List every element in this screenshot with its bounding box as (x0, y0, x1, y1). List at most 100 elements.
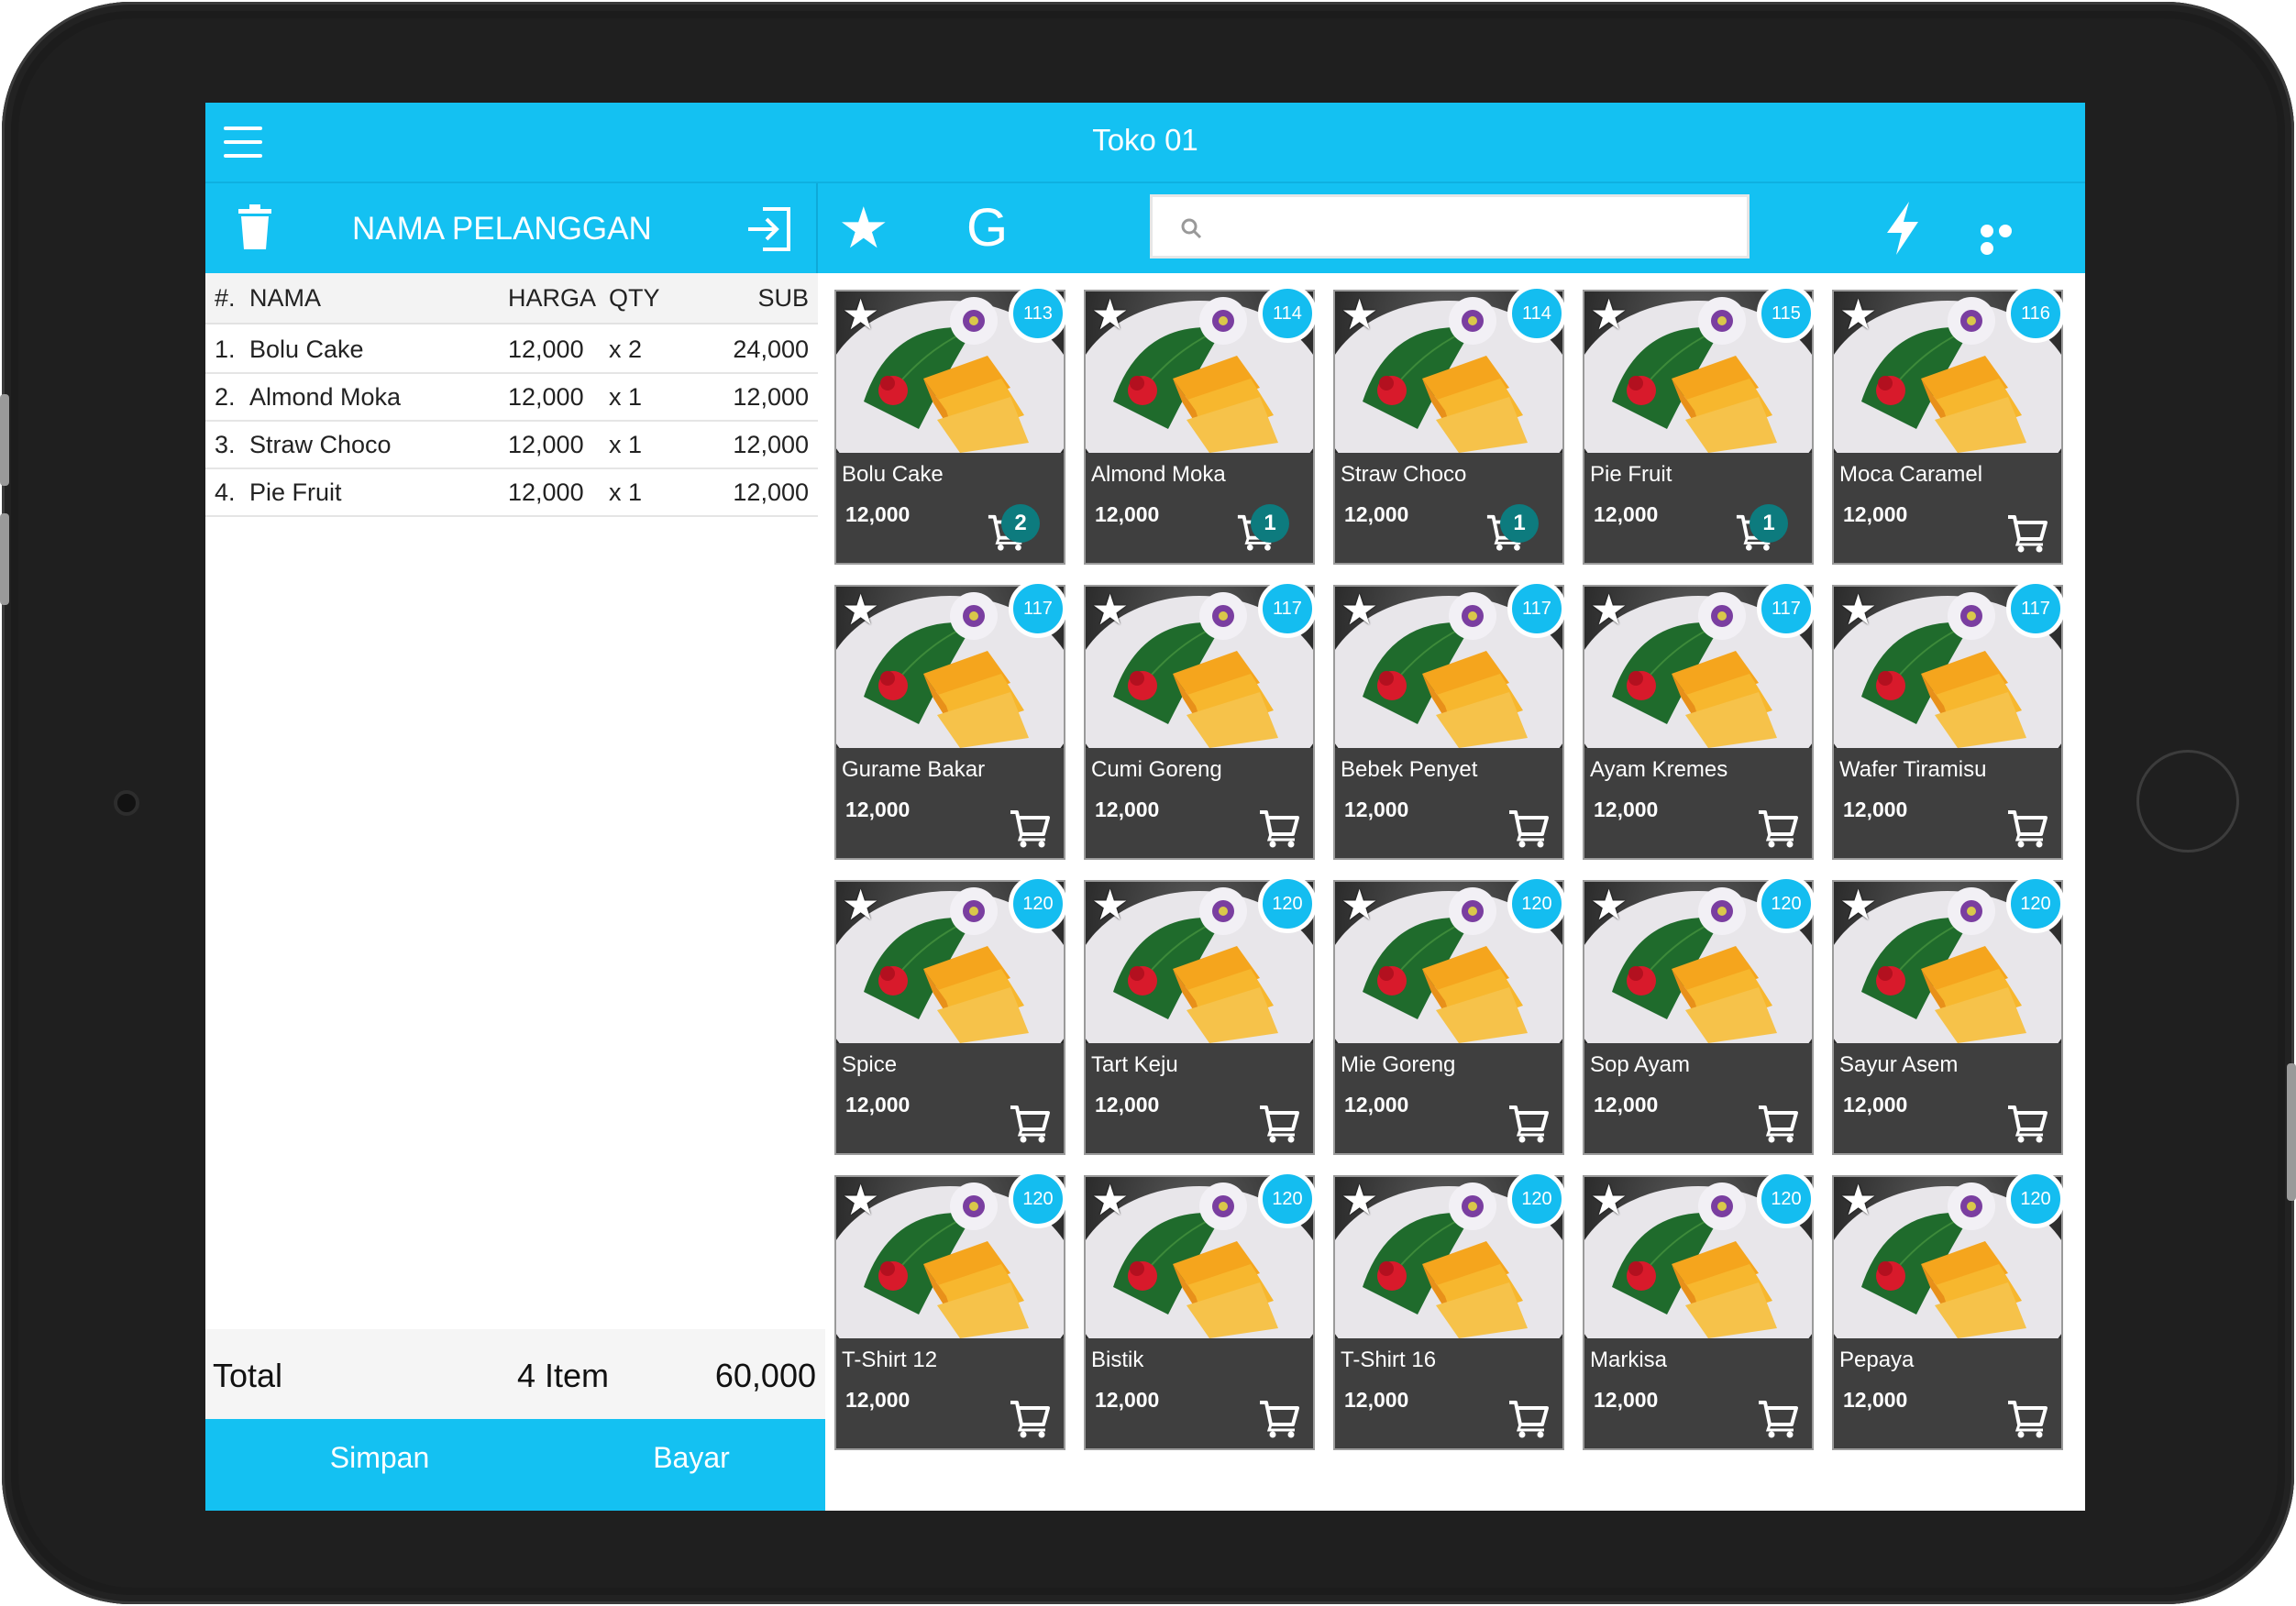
favorite-star-icon[interactable]: ★ (842, 1175, 880, 1225)
favorite-star-icon[interactable]: ★ (1341, 585, 1379, 634)
favorite-star-icon[interactable]: ★ (1590, 585, 1628, 634)
favorite-star-icon[interactable]: ★ (1341, 880, 1379, 930)
product-card[interactable]: ★ 117 Cumi Goreng 12,000 (1084, 579, 1317, 860)
cart-count-wrap[interactable]: 1 (1735, 504, 1799, 554)
order-row-num: 4. (215, 478, 236, 506)
product-card[interactable]: ★ 120 Spice 12,000 (834, 874, 1067, 1155)
product-price: 12,000 (1344, 798, 1409, 821)
product-card[interactable]: ★ 120 Tart Keju 12,000 (1084, 874, 1317, 1155)
product-name: Pepaya (1839, 1348, 1915, 1372)
product-price: 12,000 (1344, 502, 1409, 526)
favorite-star-icon[interactable]: ★ (1839, 880, 1878, 930)
favorite-star-icon[interactable]: ★ (1839, 1175, 1878, 1225)
stock-badge: 120 (1507, 1170, 1566, 1228)
product-name: Spice (842, 1052, 898, 1077)
product-card[interactable]: ★ 120 Sayur Asem 12,000 (1832, 874, 2065, 1155)
cart-icon (1759, 1106, 1798, 1143)
search-box[interactable] (1150, 194, 1750, 258)
group-g-button[interactable]: G (966, 198, 1009, 258)
home-button[interactable] (2136, 750, 2239, 852)
order-row[interactable]: 4. Pie Fruit 12,000 x 1 12,000 (205, 469, 818, 517)
favorite-star-icon[interactable]: ★ (1091, 290, 1130, 339)
product-card[interactable]: ★ 120 T-Shirt 16 12,000 (1333, 1170, 1566, 1450)
favorite-star-icon[interactable]: ★ (1091, 585, 1130, 634)
favorite-star-icon[interactable]: ★ (1839, 585, 1878, 634)
order-row-subtotal: 24,000 (733, 336, 809, 363)
product-card[interactable]: ★ 114 Almond Moka 12,000 1 (1084, 284, 1317, 565)
order-row-price: 12,000 (508, 383, 584, 411)
order-row-num: 2. (215, 383, 236, 411)
product-image (1834, 1177, 2061, 1338)
product-card[interactable]: ★ 120 Mie Goreng 12,000 (1333, 874, 1566, 1155)
favorite-star-icon[interactable]: ★ (1839, 290, 1878, 339)
favorites-star-icon[interactable]: ★ (838, 194, 889, 261)
order-row-price: 12,000 (508, 478, 584, 506)
more-icon[interactable] (1981, 224, 2032, 255)
favorite-star-icon[interactable]: ★ (842, 290, 880, 339)
product-card[interactable]: ★ 117 Wafer Tiramisu 12,000 (1832, 579, 2065, 860)
stock-badge: 120 (1757, 1170, 1816, 1228)
lightning-icon[interactable] (1882, 200, 1924, 257)
order-row-name: Bolu Cake (249, 336, 364, 363)
cart-icon (1509, 810, 1549, 848)
order-row-name: Almond Moka (249, 383, 402, 411)
product-card[interactable]: ★ 120 Bistik 12,000 (1084, 1170, 1317, 1450)
product-card[interactable]: ★ 113 Bolu Cake 12,000 2 (834, 284, 1067, 565)
save-button[interactable]: Simpan (329, 1441, 430, 1474)
favorite-star-icon[interactable]: ★ (1590, 290, 1628, 339)
app-title: Toko 01 (1092, 123, 1198, 157)
trash-icon[interactable] (237, 204, 273, 251)
product-card[interactable]: ★ 120 Sop Ayam 12,000 (1583, 874, 1816, 1155)
order-row-qty: x 1 (609, 431, 643, 458)
product-card[interactable]: ★ 120 Pepaya 12,000 (1832, 1170, 2065, 1450)
cart-count-wrap[interactable]: 1 (1236, 504, 1300, 554)
favorite-star-icon[interactable]: ★ (1590, 880, 1628, 930)
product-card[interactable]: ★ 117 Ayam Kremes 12,000 (1583, 579, 1816, 860)
login-icon[interactable] (743, 204, 794, 255)
product-card[interactable]: ★ 114 Straw Choco 12,000 1 (1333, 284, 1566, 565)
pay-button[interactable]: Bayar (653, 1441, 730, 1474)
header-subtotal: SUB (757, 284, 809, 312)
cart-icon (2008, 810, 2048, 848)
search-input[interactable] (1217, 206, 1730, 247)
favorite-star-icon[interactable]: ★ (842, 880, 880, 930)
favorite-star-icon[interactable]: ★ (1341, 1175, 1379, 1225)
order-row[interactable]: 2. Almond Moka 12,000 x 1 12,000 (205, 374, 818, 422)
cart-count-wrap[interactable]: 1 (1485, 504, 1550, 554)
product-card[interactable]: ★ 117 Bebek Penyet 12,000 (1333, 579, 1566, 860)
product-card[interactable]: ★ 115 Pie Fruit 12,000 1 (1583, 284, 1816, 565)
total-label: Total (213, 1357, 283, 1394)
order-row[interactable]: 1. Bolu Cake 12,000 x 2 24,000 (205, 326, 818, 374)
order-panel: #. NAMA HARGA QTY SUB 1. Bolu Cake 12,000 x… (205, 273, 825, 1511)
hamburger-menu-icon[interactable] (224, 126, 262, 158)
stock-badge: 120 (2006, 874, 2065, 933)
order-row[interactable]: 3. Straw Choco 12,000 x 1 12,000 (205, 422, 818, 469)
customer-name-button[interactable]: NAMA PELANGGAN (352, 211, 652, 247)
cart-count-badge: 1 (1251, 504, 1289, 543)
product-card[interactable]: ★ 120 Markisa 12,000 (1583, 1170, 1816, 1450)
favorite-star-icon[interactable]: ★ (842, 585, 880, 634)
favorite-star-icon[interactable]: ★ (1091, 880, 1130, 930)
front-camera (114, 790, 139, 816)
product-image (1335, 1177, 1562, 1338)
favorite-star-icon[interactable]: ★ (1590, 1175, 1628, 1225)
cart-icon (1260, 1401, 1299, 1438)
product-card[interactable]: ★ 117 Gurame Bakar 12,000 (834, 579, 1067, 860)
cart-count-wrap[interactable]: 2 (987, 504, 1051, 554)
stock-badge: 120 (2006, 1170, 2065, 1228)
stock-badge: 117 (1258, 579, 1317, 638)
product-card[interactable]: ★ 120 T-Shirt 12 12,000 (834, 1170, 1067, 1450)
customer-toolbar: NAMA PELANGGAN (205, 183, 818, 275)
stock-badge: 117 (1507, 579, 1566, 638)
favorite-star-icon[interactable]: ★ (1341, 290, 1379, 339)
order-row-price: 12,000 (508, 431, 584, 458)
product-image (1335, 292, 1562, 453)
favorite-star-icon[interactable]: ★ (1091, 1175, 1130, 1225)
product-image (836, 292, 1064, 453)
product-card[interactable]: ★ 116 Moca Caramel 12,000 (1832, 284, 2065, 565)
product-name: Cumi Goreng (1091, 757, 1222, 782)
order-row-num: 1. (215, 336, 236, 363)
product-name: Tart Keju (1091, 1052, 1178, 1077)
product-name: Pie Fruit (1590, 462, 1672, 487)
